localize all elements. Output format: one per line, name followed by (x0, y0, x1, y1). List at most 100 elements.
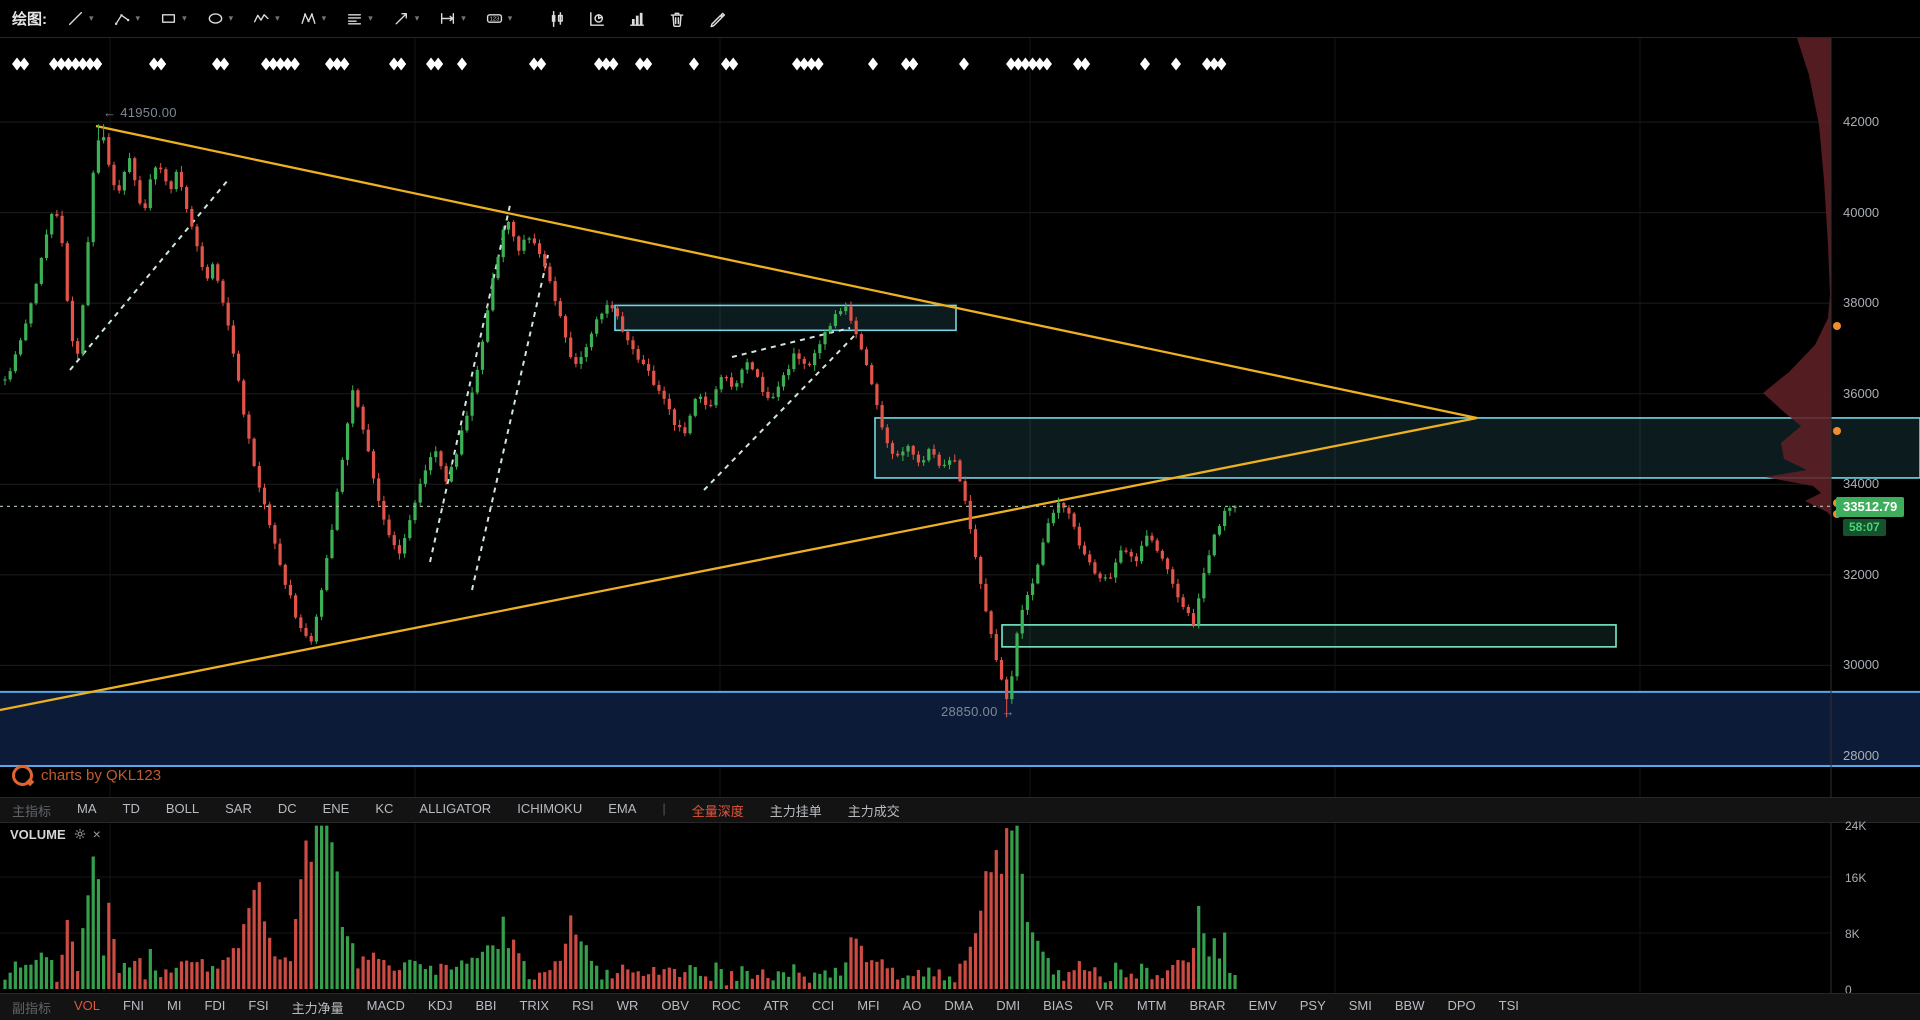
tool-trend-line[interactable]: ▾ (61, 4, 100, 34)
tab-BIAS[interactable]: BIAS (1043, 997, 1073, 1013)
chevron-down-icon: ▾ (414, 13, 420, 23)
close-icon[interactable]: × (92, 826, 101, 842)
action-delete-drawings[interactable] (660, 4, 694, 34)
price-tick-40000: 40000 (1843, 204, 1880, 220)
svg-text:123: 123 (489, 17, 499, 23)
tab-CCI[interactable]: CCI (811, 997, 835, 1013)
tab-TSI[interactable]: TSI (1498, 997, 1519, 1013)
tab-DPO[interactable]: DPO (1447, 997, 1476, 1013)
tab-FSI[interactable]: FSI (248, 997, 269, 1013)
chevron-down-icon: ▾ (228, 13, 234, 23)
main-indicator-items: MA TD BOLL SAR DC ENE KC ALLIGATOR ICHIMOKU EMA | 全… (77, 801, 926, 820)
tab-TRIX[interactable]: TRIX (519, 997, 550, 1013)
tab-BOLL[interactable]: BOLL (165, 800, 200, 816)
price-tick-28000: 28000 (1843, 747, 1880, 763)
main-indicator-tabs: 主指标 MA TD BOLL SAR DC ENE KC ALLIGATOR ICHIMOKU E… (0, 797, 1920, 823)
tab-主力成交[interactable]: 主力成交 (847, 803, 900, 819)
drawing-tool-groups: ▾ ▾ ▾ ▾ ▾ ▾ ▾ ▾ ▾ 123 ▾ (61, 4, 526, 34)
tab-PSY[interactable]: PSY (1299, 997, 1326, 1013)
volume-pane: VOLUME × 24K 16K 8K 0 (0, 819, 1920, 997)
tab-BBI[interactable]: BBI (475, 997, 497, 1013)
volume-tick-24K: 24K (1845, 819, 1867, 833)
tool-wave[interactable]: ▾ (247, 4, 286, 34)
price-pane: 42000 40000 38000 36000 34000 32000 30000 28000… (0, 38, 1920, 797)
tab-VR[interactable]: VR (1095, 997, 1114, 1013)
tool-price-note[interactable]: 123 ▾ (480, 4, 519, 34)
drawing-toolbar: 绘图: ▾ ▾ ▾ ▾ ▾ ▾ ▾ ▾ ▾ 123 ▾ (0, 0, 1920, 38)
chevron-down-icon: ▾ (182, 13, 187, 23)
tab-MFI[interactable]: MFI (857, 997, 880, 1013)
volume-title: VOLUME (10, 826, 66, 842)
current-price-badge: 33512.79 (1836, 497, 1905, 517)
volume-tick-0: 0 (1845, 983, 1852, 997)
action-candle-style[interactable] (540, 4, 574, 34)
watermark-text: charts by QKL123 (41, 767, 162, 784)
sub-indicator-prefix: 副指标 (12, 1000, 52, 1016)
tab-SAR[interactable]: SAR (225, 800, 252, 816)
tab-主力挂单[interactable]: 主力挂单 (769, 803, 822, 819)
tab-主力净量[interactable]: 主力净量 (291, 1000, 344, 1016)
tool-polyline[interactable]: ▾ (108, 4, 147, 34)
tab-MTM[interactable]: MTM (1136, 997, 1167, 1013)
volume-tick-8K: 8K (1845, 927, 1860, 941)
tool-date-range[interactable]: ▾ (433, 4, 472, 34)
tab-FDI[interactable]: FDI (204, 997, 226, 1013)
tab-VOL[interactable]: VOL (74, 997, 101, 1013)
toolbar-actions (540, 4, 740, 34)
tab-MACD[interactable]: MACD (366, 997, 405, 1013)
tab-EMV[interactable]: EMV (1248, 997, 1277, 1013)
main-indicator-prefix: 主指标 (12, 803, 52, 819)
tab-SMI[interactable]: SMI (1348, 997, 1372, 1013)
tab-MA[interactable]: MA (77, 800, 97, 816)
chevron-down-icon: ▾ (368, 13, 373, 23)
tab-全量深度[interactable]: 全量深度 (691, 803, 744, 819)
sub-indicator-items: VOL FNI MI FDI FSI 主力净量 MACD KDJ BBI TRIX RSI WR OBV… (74, 998, 1542, 1017)
tab-ENE[interactable]: ENE (322, 800, 350, 816)
tab-TD[interactable]: TD (122, 800, 140, 816)
tab-ALLIGATOR[interactable]: ALLIGATOR (419, 800, 492, 816)
tab-FNI[interactable]: FNI (123, 997, 144, 1013)
action-brush[interactable] (700, 4, 734, 34)
qkl123-logo-icon (12, 765, 33, 786)
tool-ellipse[interactable]: ▾ (201, 4, 240, 34)
tab-WR[interactable]: WR (616, 997, 639, 1013)
tool-arrow[interactable]: ▾ (387, 4, 426, 34)
tab-ATR[interactable]: ATR (763, 997, 789, 1013)
tab-EMA[interactable]: EMA (608, 800, 637, 816)
price-tick-36000: 36000 (1843, 385, 1880, 401)
tab-OBV[interactable]: OBV (661, 997, 689, 1013)
tool-gann-lines[interactable]: ▾ (340, 4, 379, 34)
tab-DMA[interactable]: DMA (944, 997, 974, 1013)
tabs-divider: | (662, 800, 666, 816)
chevron-down-icon: ▾ (461, 13, 466, 23)
tab-DC[interactable]: DC (277, 800, 297, 816)
toolbar-label: 绘图: (12, 11, 47, 28)
tab-BRAR[interactable]: BRAR (1189, 997, 1226, 1013)
action-bar-chart[interactable] (620, 4, 654, 34)
volume-tick-16K: 16K (1845, 871, 1867, 885)
price-tick-32000: 32000 (1843, 566, 1880, 582)
watermark: charts by QKL123 (12, 765, 161, 786)
tab-MI[interactable]: MI (166, 997, 182, 1013)
tab-ICHIMOKU[interactable]: ICHIMOKU (517, 800, 583, 816)
sub-indicator-tabs: 副指标 VOL FNI MI FDI FSI 主力净量 MACD KDJ BBI TRIX RSI W… (0, 993, 1920, 1020)
gear-icon[interactable] (73, 827, 87, 841)
tool-xabcd-pattern[interactable]: ▾ (294, 4, 333, 34)
tab-BBW[interactable]: BBW (1394, 997, 1425, 1013)
tab-DMI[interactable]: DMI (996, 997, 1021, 1013)
chevron-down-icon: ▾ (275, 13, 280, 23)
tab-KC[interactable]: KC (375, 800, 394, 816)
volume-chart[interactable] (0, 823, 1920, 993)
tab-ROC[interactable]: ROC (711, 997, 741, 1013)
chevron-down-icon: ▾ (89, 13, 94, 23)
price-tick-30000: 30000 (1843, 657, 1880, 673)
price-tick-34000: 34000 (1843, 476, 1880, 492)
tab-KDJ[interactable]: KDJ (427, 997, 453, 1013)
tool-rectangle[interactable]: ▾ (154, 4, 193, 34)
tab-RSI[interactable]: RSI (572, 997, 594, 1013)
tab-AO[interactable]: AO (902, 997, 922, 1013)
volume-header: VOLUME × (10, 826, 101, 842)
action-chart-type[interactable] (580, 4, 614, 34)
candlestick-chart[interactable] (0, 38, 1920, 797)
